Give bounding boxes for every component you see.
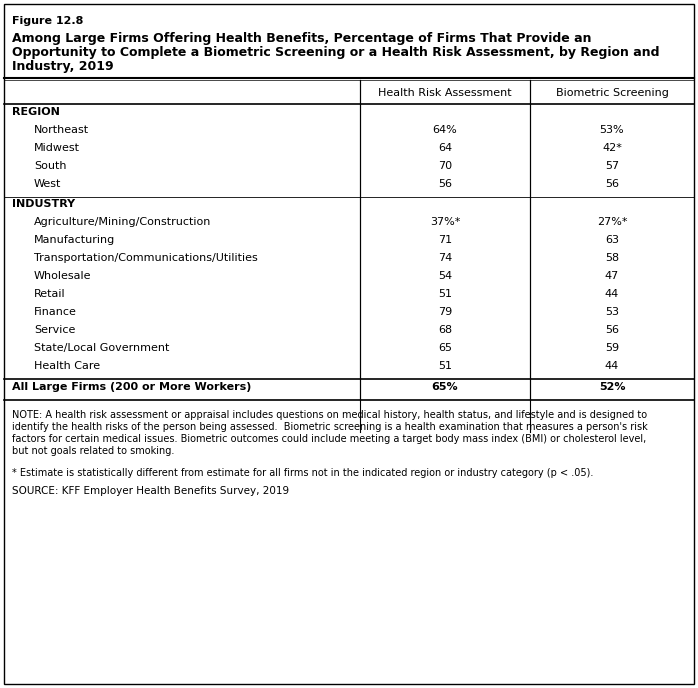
Text: NOTE: A health risk assessment or appraisal includes questions on medical histor: NOTE: A health risk assessment or apprai… [12,410,647,420]
Text: 27%*: 27%* [597,217,628,227]
Text: Health Care: Health Care [34,361,100,371]
Text: 53: 53 [605,307,619,317]
Text: 47: 47 [605,271,619,281]
Text: INDUSTRY: INDUSTRY [12,199,75,209]
Text: 51: 51 [438,361,452,371]
Text: 58: 58 [605,253,619,263]
Text: West: West [34,179,61,189]
Text: 71: 71 [438,235,452,245]
Text: Service: Service [34,325,75,335]
Text: Retail: Retail [34,289,66,299]
Text: 56: 56 [605,325,619,335]
Text: but not goals related to smoking.: but not goals related to smoking. [12,446,174,456]
Text: 79: 79 [438,307,452,317]
Text: 74: 74 [438,253,452,263]
Text: 56: 56 [438,179,452,189]
Text: 64: 64 [438,143,452,153]
Text: identify the health risks of the person being assessed.  Biometric screening is : identify the health risks of the person … [12,422,648,432]
Text: factors for certain medical issues. Biometric outcomes could include meeting a t: factors for certain medical issues. Biom… [12,434,646,444]
Text: 59: 59 [605,343,619,353]
Text: SOURCE: KFF Employer Health Benefits Survey, 2019: SOURCE: KFF Employer Health Benefits Sur… [12,486,289,496]
Text: Health Risk Assessment: Health Risk Assessment [378,88,512,98]
Text: * Estimate is statistically different from estimate for all firms not in the ind: * Estimate is statistically different fr… [12,468,593,478]
Text: 42*: 42* [602,143,622,153]
Text: 64%: 64% [433,125,457,135]
Text: 65%: 65% [431,382,459,392]
Text: 54: 54 [438,271,452,281]
Text: All Large Firms (200 or More Workers): All Large Firms (200 or More Workers) [12,382,251,392]
Text: Finance: Finance [34,307,77,317]
Text: 56: 56 [605,179,619,189]
Text: Wholesale: Wholesale [34,271,91,281]
Text: Midwest: Midwest [34,143,80,153]
Text: Opportunity to Complete a Biometric Screening or a Health Risk Assessment, by Re: Opportunity to Complete a Biometric Scre… [12,46,660,59]
Text: Among Large Firms Offering Health Benefits, Percentage of Firms That Provide an: Among Large Firms Offering Health Benefi… [12,32,591,45]
Text: 51: 51 [438,289,452,299]
Text: 57: 57 [605,161,619,171]
Text: 52%: 52% [599,382,625,392]
Text: 63: 63 [605,235,619,245]
Text: 68: 68 [438,325,452,335]
Text: 53%: 53% [600,125,624,135]
Text: 37%*: 37%* [430,217,460,227]
Text: 65: 65 [438,343,452,353]
Text: Industry, 2019: Industry, 2019 [12,60,114,73]
Text: 70: 70 [438,161,452,171]
Text: 44: 44 [605,289,619,299]
Text: Northeast: Northeast [34,125,89,135]
Text: State/Local Government: State/Local Government [34,343,170,353]
Text: South: South [34,161,66,171]
Text: REGION: REGION [12,107,60,117]
Text: 44: 44 [605,361,619,371]
Text: Biometric Screening: Biometric Screening [556,88,669,98]
Text: Figure 12.8: Figure 12.8 [12,16,83,26]
Text: Transportation/Communications/Utilities: Transportation/Communications/Utilities [34,253,258,263]
Text: Agriculture/Mining/Construction: Agriculture/Mining/Construction [34,217,211,227]
Text: Manufacturing: Manufacturing [34,235,115,245]
